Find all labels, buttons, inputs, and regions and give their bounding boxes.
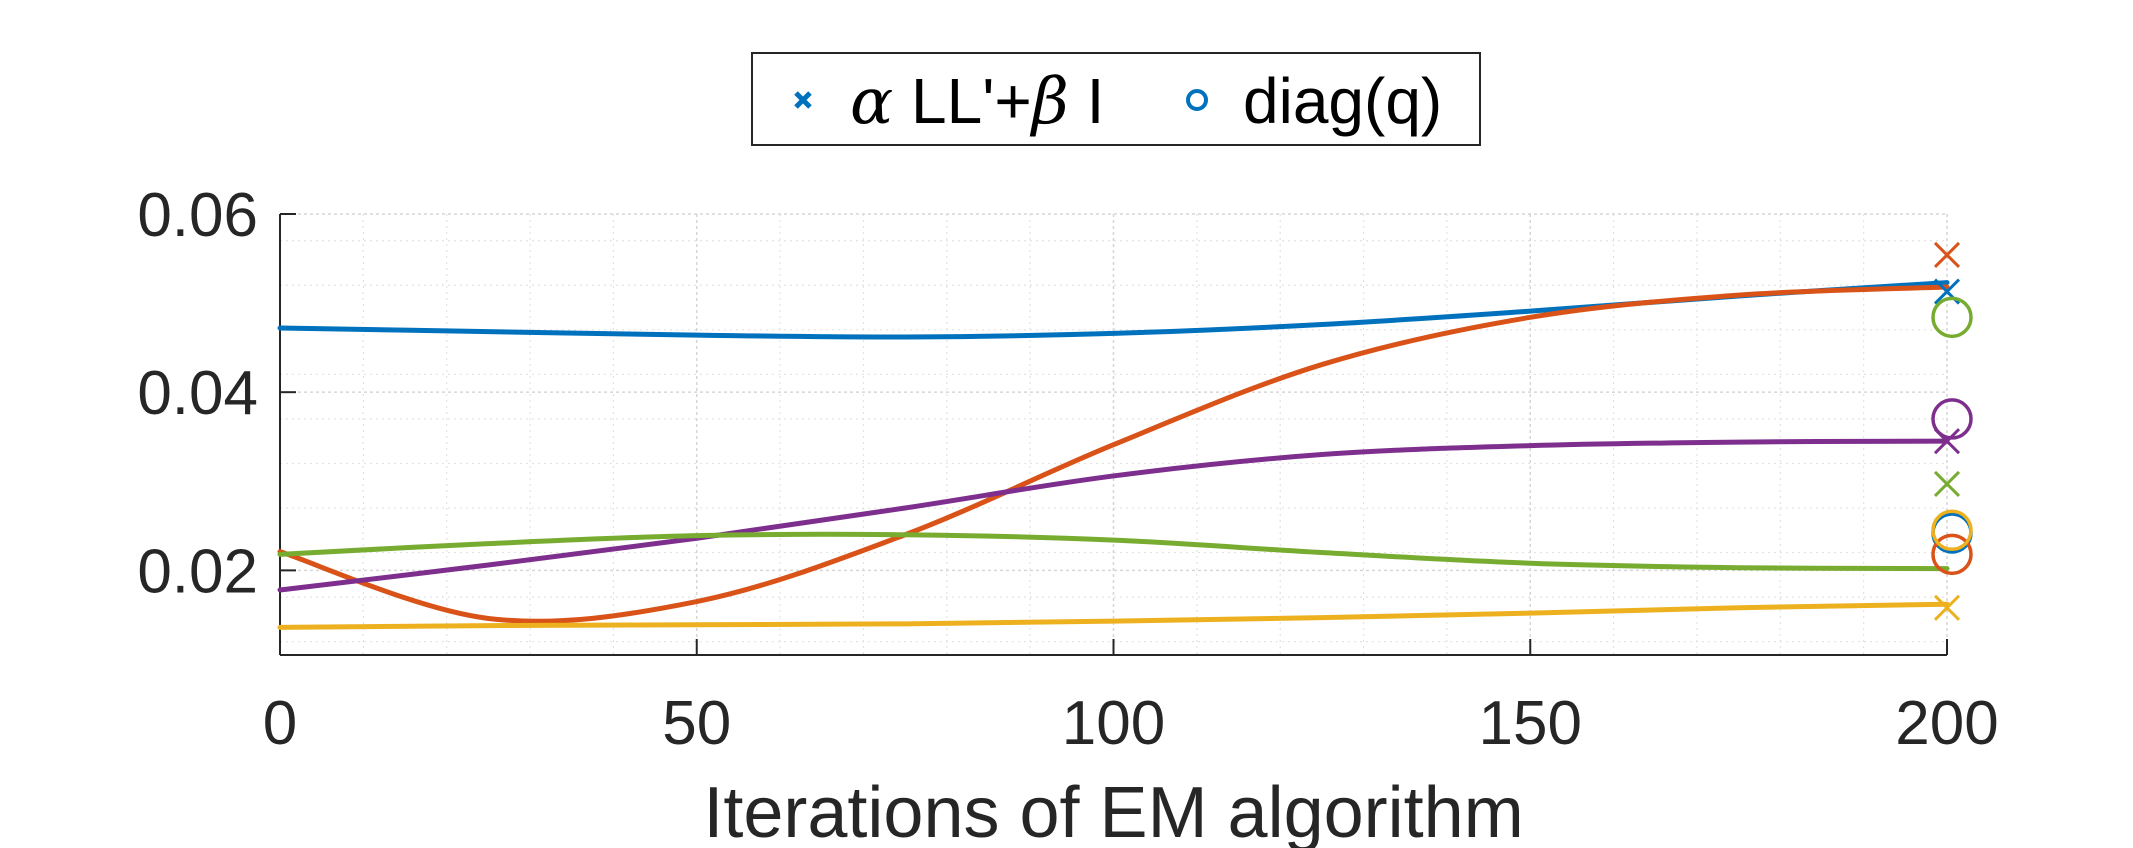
legend-label-diag-q: diag(q) bbox=[1243, 65, 1442, 137]
axes bbox=[279, 213, 1948, 656]
legend-o-marker bbox=[1186, 89, 1208, 111]
legend-label-alpha-ll-beta: α LL'+β I bbox=[850, 65, 1104, 139]
y-tick-label: 0.04 bbox=[137, 359, 258, 428]
o-marker-yellow bbox=[1931, 509, 1973, 552]
x-marker-orange bbox=[1933, 241, 1961, 269]
series-line-orange bbox=[277, 284, 1950, 624]
x-marker-green bbox=[1933, 470, 1961, 498]
series-group bbox=[277, 280, 1950, 630]
o-marker-purple bbox=[1931, 398, 1973, 440]
series-line-yellow bbox=[277, 601, 1950, 630]
x-tick-label: 50 bbox=[662, 689, 731, 758]
legend-box bbox=[751, 52, 1481, 146]
legend-x-marker bbox=[794, 91, 812, 109]
o-marker-green bbox=[1931, 296, 1973, 339]
x-tick-label: 0 bbox=[263, 689, 297, 758]
x-axis-title: Iterations of EM algorithm bbox=[703, 773, 1523, 848]
grid bbox=[279, 213, 1948, 655]
o-marker-orange bbox=[1931, 533, 1973, 576]
legend-i-text: I bbox=[1069, 65, 1105, 137]
y-tick-label: 0.06 bbox=[137, 181, 258, 250]
y-tick-label: 0.02 bbox=[137, 537, 258, 606]
legend-alpha-symbol: α bbox=[850, 65, 893, 139]
legend: α LL'+β I diag(q) bbox=[751, 52, 1481, 146]
series-line-purple bbox=[277, 438, 1950, 593]
x-tick-label: 100 bbox=[1062, 689, 1165, 758]
legend-ll-text: LL'+ bbox=[893, 65, 1032, 137]
x-marker-yellow bbox=[1933, 594, 1961, 621]
x-tick-label: 200 bbox=[1895, 689, 1998, 758]
x-tick-label: 150 bbox=[1479, 689, 1582, 758]
markers-group bbox=[1931, 241, 1973, 621]
legend-beta-symbol: β bbox=[1030, 65, 1069, 139]
tick-labels: 0 50 100 150 200 0.02 0.04 0.06 bbox=[137, 181, 1998, 758]
series-line-green bbox=[277, 531, 1950, 572]
